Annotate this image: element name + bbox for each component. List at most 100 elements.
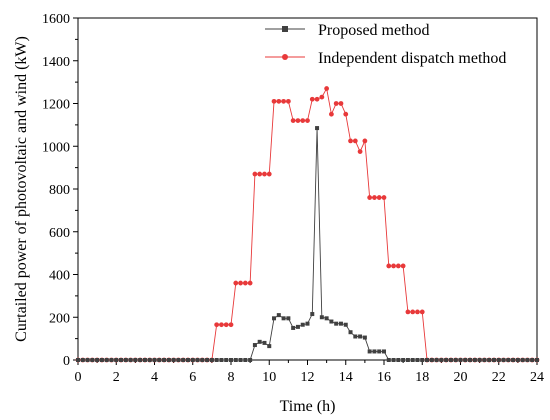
data-point (142, 358, 147, 362)
data-point (415, 358, 420, 362)
data-point (487, 358, 492, 362)
data-point (238, 280, 243, 286)
data-point (348, 138, 353, 144)
y-tick-label: 1200 (42, 98, 70, 113)
x-tick-label: 6 (189, 370, 196, 385)
data-point (535, 358, 539, 362)
data-point (444, 358, 449, 362)
data-point (138, 358, 143, 362)
data-point (305, 118, 310, 123)
data-point (181, 358, 186, 362)
data-point (353, 334, 358, 339)
data-point (152, 358, 157, 362)
data-point (176, 358, 181, 362)
data-point (501, 358, 506, 362)
data-point (372, 195, 377, 200)
data-point (305, 321, 310, 326)
data-point (377, 349, 382, 354)
data-point (448, 358, 453, 362)
x-tick-label: 10 (262, 370, 276, 385)
data-point (319, 94, 325, 100)
data-point (491, 358, 496, 362)
data-point (209, 358, 214, 362)
data-point (324, 316, 329, 321)
data-point (286, 316, 291, 321)
data-point (171, 358, 176, 362)
data-point (99, 358, 104, 362)
x-tick-label: 20 (454, 370, 468, 385)
data-point (458, 358, 463, 362)
data-point (453, 358, 458, 362)
data-point (511, 358, 516, 362)
data-point (338, 321, 343, 326)
data-point (200, 358, 205, 362)
data-point (343, 111, 349, 117)
y-tick-label: 400 (49, 269, 70, 284)
data-point (358, 334, 363, 339)
data-point (310, 312, 315, 317)
data-point (257, 171, 263, 177)
data-point (205, 358, 210, 362)
data-point (229, 358, 233, 362)
y-tick-label: 1400 (42, 55, 70, 70)
data-point (233, 358, 238, 362)
plot-frame (77, 17, 538, 361)
data-point (157, 358, 162, 362)
x-tick-label: 16 (377, 370, 391, 385)
legend-label-independent: Independent dispatch method (318, 50, 506, 67)
data-point (90, 358, 95, 362)
data-point (386, 358, 391, 362)
x-tick-label: 24 (530, 370, 544, 385)
data-point (425, 358, 430, 362)
data-point (214, 322, 220, 328)
data-point (271, 98, 277, 104)
data-point (291, 325, 296, 330)
x-tick-label: 8 (228, 370, 235, 385)
y-tick-label: 600 (49, 226, 70, 241)
data-point (386, 263, 392, 269)
data-point (276, 98, 282, 104)
x-tick-label: 18 (415, 370, 429, 385)
data-point (348, 330, 353, 335)
x-tick-label: 0 (75, 370, 82, 385)
data-point (252, 171, 258, 177)
data-point (266, 171, 272, 177)
y-tick-label: 200 (49, 311, 70, 326)
x-tick-label: 2 (113, 370, 120, 385)
data-point (477, 358, 482, 362)
data-point (104, 358, 109, 362)
data-point (290, 118, 296, 123)
y-tick-label: 800 (49, 183, 70, 198)
data-point (415, 309, 420, 315)
data-point (80, 358, 85, 362)
data-point (329, 111, 334, 117)
data-point (233, 280, 239, 286)
axis-ticks: 0 2 4 6 8 10 12 14 16 18 20 22 240200400600800100012… (42, 12, 544, 385)
data-point (357, 149, 363, 154)
data-point (300, 118, 306, 123)
data-point (401, 358, 406, 362)
data-point (395, 263, 401, 269)
data-point (219, 322, 224, 328)
data-point (333, 101, 339, 106)
data-point (410, 309, 416, 315)
data-point (334, 321, 339, 326)
series-line (78, 87, 537, 361)
data-point (295, 324, 300, 329)
data-point (219, 358, 224, 362)
x-tick-label: 12 (301, 370, 315, 385)
data-point (295, 118, 301, 123)
data-point (109, 358, 114, 362)
data-point (338, 101, 344, 106)
series-independent (75, 86, 540, 363)
data-point (381, 195, 387, 200)
data-point (367, 195, 373, 200)
data-point (405, 358, 410, 362)
data-point (300, 322, 305, 327)
data-point (530, 358, 535, 362)
data-point (147, 358, 152, 362)
data-point (281, 316, 286, 321)
data-point (309, 96, 315, 102)
data-point (257, 339, 262, 344)
